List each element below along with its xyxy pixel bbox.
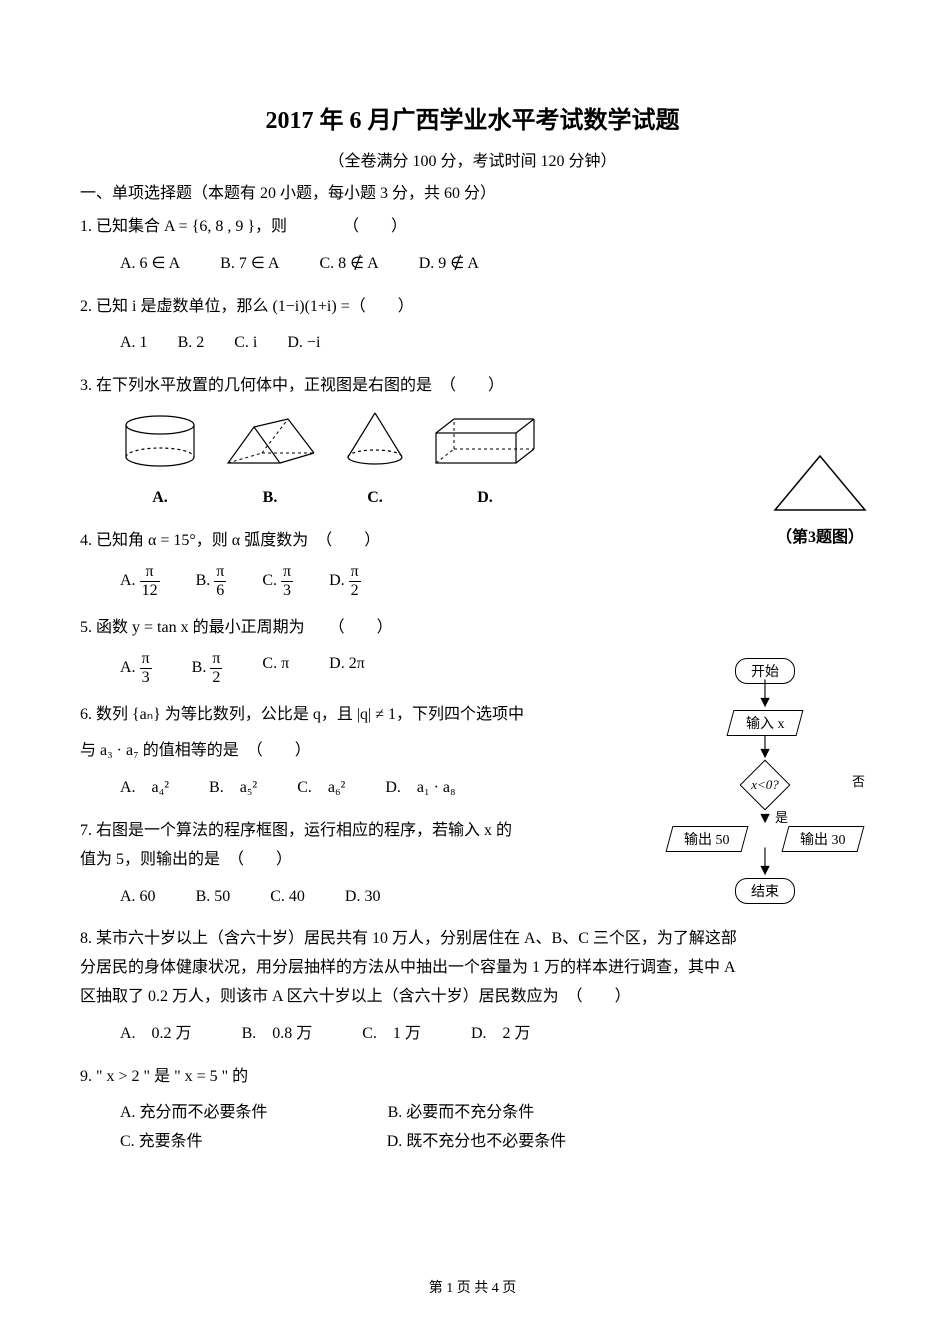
q3-shape-d-cuboid: D. xyxy=(430,413,540,513)
q2-option-c: C. i xyxy=(234,329,257,358)
page-footer: 第 1 页 共 4 页 xyxy=(0,1277,945,1297)
q8-option-b: B. 0.8 万 xyxy=(242,1020,313,1049)
q5-option-a: A. π3 xyxy=(120,650,152,686)
question-9: 9. " x > 2 " 是 " x = 5 " 的 A. 充分而不必要条件 B… xyxy=(80,1063,865,1157)
q9-text: 9. " x > 2 " 是 " x = 5 " 的 xyxy=(80,1063,865,1092)
q3-label-b: B. xyxy=(220,484,320,513)
q3-reference-figure: （第3题图） xyxy=(765,448,875,547)
arrow-icon: │▼ xyxy=(655,736,875,762)
q6-text-2: 与 a₃ · a₇ 的值相等的是 （ ） xyxy=(80,737,640,766)
q3-label-a: A. xyxy=(120,484,200,513)
question-6: 6. 数列 {aₙ} 为等比数列，公比是 q，且 |q| ≠ 1，下列四个选项中… xyxy=(80,701,640,803)
q3-text: 3. 在下列水平放置的几何体中，正视图是右图的是 （ ） xyxy=(80,372,865,401)
q5-option-d: D. 2π xyxy=(329,650,365,686)
question-3: 3. 在下列水平放置的几何体中，正视图是右图的是 （ ） A. B xyxy=(80,372,865,512)
q8-option-c: C. 1 万 xyxy=(362,1020,421,1049)
fc-decision: x<0? xyxy=(720,767,810,807)
cuboid-icon xyxy=(430,413,540,469)
question-8: 8. 某市六十岁以上（含六十岁）居民共有 10 万人，分别居住在 A、B、C 三… xyxy=(80,925,865,1048)
q9-option-c: C. 充要条件 xyxy=(120,1128,203,1157)
q8-text-1: 8. 某市六十岁以上（含六十岁）居民共有 10 万人，分别居住在 A、B、C 三… xyxy=(80,925,865,954)
q7-option-d: D. 30 xyxy=(345,883,381,912)
q3-shape-b-prism: B. xyxy=(220,413,320,513)
section-header-1: 一、单项选择题（本题有 20 小题，每小题 3 分，共 60 分） xyxy=(80,179,865,203)
fc-out30: 输出 30 xyxy=(782,826,865,852)
q1-option-c: C. 8 ∉ A xyxy=(319,250,378,279)
q8-option-a: A. 0.2 万 xyxy=(120,1020,192,1049)
q4-option-c: C. π3 xyxy=(262,563,293,599)
q3-label-c: C. xyxy=(340,484,410,513)
arrow-icon: │▼ xyxy=(655,684,875,710)
q1-option-b: B. 7 ∈ A xyxy=(220,250,279,279)
q3-caption: （第3题图） xyxy=(765,523,875,547)
fc-input: 输入 x xyxy=(727,710,804,736)
arrow-icon: ▼ xyxy=(655,813,875,826)
q1-text: 1. 已知集合 A = {6, 8 , 9 }，则 （ ） xyxy=(80,213,865,242)
q3-shape-c-cone: C. xyxy=(340,409,410,513)
q8-option-d: D. 2 万 xyxy=(471,1020,531,1049)
q5-text: 5. 函数 y = tan x 的最小正周期为 （ ） xyxy=(80,614,865,643)
q4-text: 4. 已知角 α = 15°，则 α 弧度数为 （ ） xyxy=(80,527,865,556)
q3-label-d: D. xyxy=(430,484,540,513)
q2-text: 2. 已知 i 是虚数单位，那么 (1−i)(1+i) =（ ） xyxy=(80,293,865,322)
q3-shape-a-cylinder: A. xyxy=(120,413,200,513)
subtitle: （全卷满分 100 分，考试时间 120 分钟） xyxy=(80,147,865,171)
question-2: 2. 已知 i 是虚数单位，那么 (1−i)(1+i) =（ ） A. 1 B.… xyxy=(80,293,865,359)
fc-no-label: 否 xyxy=(852,771,865,790)
q8-text-2: 分居民的身体健康状况，用分层抽样的方法从中抽出一个容量为 1 万的样本进行调查，… xyxy=(80,954,865,983)
q8-text-3: 区抽取了 0.2 万人，则该市 A 区六十岁以上（含六十岁）居民数应为 （ ） xyxy=(80,983,865,1012)
q6-option-c: C. a₆² xyxy=(297,774,345,803)
fc-yes-label: 是 xyxy=(775,807,788,826)
fc-out50: 输出 50 xyxy=(666,826,749,852)
q4-option-a: A. π12 xyxy=(120,563,160,599)
question-7: 7. 右图是一个算法的程序框图，运行相应的程序，若输入 x 的 值为 5，则输出… xyxy=(80,817,640,911)
fc-end: 结束 xyxy=(735,878,795,904)
q1-option-a: A. 6 ∈ A xyxy=(120,250,180,279)
q6-option-a: A. a₄² xyxy=(120,774,169,803)
arrow-icon: │▼ xyxy=(655,852,875,878)
q9-option-b: B. 必要而不充分条件 xyxy=(388,1099,535,1128)
q2-option-d: D. −i xyxy=(287,329,320,358)
q6-text-1: 6. 数列 {aₙ} 为等比数列，公比是 q，且 |q| ≠ 1，下列四个选项中 xyxy=(80,701,640,730)
q2-option-a: A. 1 xyxy=(120,329,148,358)
q2-option-b: B. 2 xyxy=(178,329,205,358)
q4-option-d: D. π2 xyxy=(329,563,361,599)
q1-option-d: D. 9 ∉ A xyxy=(419,250,479,279)
q6-option-d: D. a₁ · a₈ xyxy=(385,774,455,803)
q7-option-c: C. 40 xyxy=(270,883,305,912)
q9-option-d: D. 既不充分也不必要条件 xyxy=(387,1128,567,1157)
q4-option-b: B. π6 xyxy=(196,563,227,599)
question-4: 4. 已知角 α = 15°，则 α 弧度数为 （ ） A. π12 B. π6… xyxy=(80,527,865,600)
q7-option-a: A. 60 xyxy=(120,883,156,912)
triangular-prism-icon xyxy=(220,413,320,469)
q7-option-b: B. 50 xyxy=(196,883,231,912)
q9-option-a: A. 充分而不必要条件 xyxy=(120,1099,268,1128)
q7-text-2: 值为 5，则输出的是 （ ） xyxy=(80,846,640,875)
cone-icon xyxy=(340,409,410,469)
cylinder-icon xyxy=(120,413,200,469)
flowchart-figure: 开始 │▼ 输入 x │▼ x<0? 否 ▼ 是 输出 50 输出 30 │▼ … xyxy=(655,658,875,904)
q5-option-b: B. π2 xyxy=(192,650,223,686)
q7-text-1: 7. 右图是一个算法的程序框图，运行相应的程序，若输入 x 的 xyxy=(80,817,640,846)
page-title: 2017 年 6 月广西学业水平考试数学试题 xyxy=(80,100,865,135)
q5-option-c: C. π xyxy=(262,650,289,686)
question-1: 1. 已知集合 A = {6, 8 , 9 }，则 （ ） A. 6 ∈ A B… xyxy=(80,213,865,279)
q6-option-b: B. a₅² xyxy=(209,774,257,803)
triangle-icon xyxy=(765,448,875,518)
